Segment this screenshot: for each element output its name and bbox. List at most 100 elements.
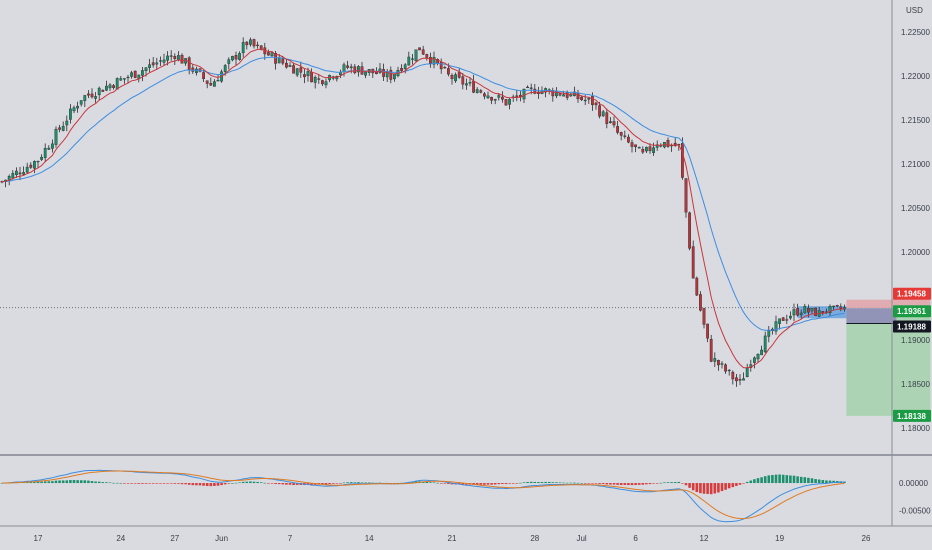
candle-body bbox=[594, 102, 598, 106]
macd-hist-bar bbox=[295, 483, 299, 485]
macd-hist-bar bbox=[220, 483, 223, 486]
candle-body bbox=[79, 100, 83, 105]
signal-line bbox=[2, 470, 845, 520]
price-label-entry bbox=[893, 305, 931, 318]
candle-body bbox=[47, 147, 51, 150]
macd-hist-bar bbox=[277, 483, 281, 485]
macd-hist-bar bbox=[475, 483, 479, 485]
macd-hist-bar bbox=[785, 475, 789, 484]
candle-body bbox=[212, 81, 216, 87]
candle-body bbox=[839, 306, 843, 309]
macd-hist-bar bbox=[274, 483, 277, 485]
candle-body bbox=[364, 71, 367, 76]
candle-body bbox=[285, 62, 288, 68]
candle-body bbox=[727, 369, 731, 372]
macd-hist-bar bbox=[511, 483, 515, 484]
candle-body bbox=[713, 358, 717, 362]
macd-hist-bar bbox=[238, 482, 241, 484]
x-tick-label: 28 bbox=[530, 534, 539, 543]
candle-body bbox=[731, 371, 735, 380]
macd-hist-bar bbox=[490, 483, 493, 485]
macd-hist-bar bbox=[25, 482, 29, 484]
macd-hist-bar bbox=[612, 483, 616, 485]
y-tick-label: 1.20500 bbox=[901, 204, 930, 213]
macd-axis[interactable]: 0.00000 -0.00500 bbox=[899, 479, 931, 515]
macd-hist-bar bbox=[331, 483, 335, 484]
candle-body bbox=[627, 136, 630, 143]
candle-body bbox=[148, 64, 151, 68]
candle-body bbox=[187, 57, 191, 70]
macd-hist-bar bbox=[702, 483, 706, 494]
macd-hist-bar bbox=[33, 481, 36, 484]
candle-body bbox=[14, 170, 18, 175]
currency-label: USD bbox=[906, 6, 923, 15]
macd-hist-bar bbox=[749, 480, 753, 484]
y-tick-label: 1.21500 bbox=[901, 116, 930, 125]
candle-body bbox=[86, 93, 90, 96]
macd-hist-bar bbox=[231, 483, 234, 484]
macd-hist-bar bbox=[169, 483, 173, 484]
candle-body bbox=[781, 317, 785, 321]
macd-hist-bar bbox=[641, 483, 645, 485]
x-tick-label: 24 bbox=[116, 534, 125, 543]
macd-hist-bar bbox=[216, 483, 220, 486]
candle-body bbox=[65, 120, 69, 126]
macd-hist-bar bbox=[292, 483, 295, 486]
candle-body bbox=[605, 112, 609, 124]
macd-hist-bar bbox=[605, 483, 609, 485]
macd-hist-bar bbox=[241, 481, 245, 484]
candle-body bbox=[526, 86, 530, 89]
macd-hist-bar bbox=[51, 481, 54, 484]
macd-hist-bar bbox=[101, 482, 105, 484]
candle-body bbox=[515, 95, 519, 97]
x-tick-label: 19 bbox=[775, 534, 784, 543]
candle-body bbox=[717, 360, 720, 366]
candle-body bbox=[245, 41, 249, 46]
candle-body bbox=[306, 71, 310, 77]
macd-hist-bar bbox=[461, 483, 465, 485]
y-tick-label: 1.20000 bbox=[901, 248, 930, 257]
macd-hist-bar bbox=[706, 483, 709, 494]
candle-body bbox=[256, 44, 259, 46]
macd-hist-bar bbox=[601, 483, 605, 484]
macd-hist-bar bbox=[270, 483, 274, 484]
x-tick-label: 17 bbox=[34, 534, 43, 543]
macd-hist-bar bbox=[648, 483, 652, 485]
macd-hist-bar bbox=[245, 481, 249, 484]
macd-hist-bar bbox=[367, 482, 371, 484]
macd-hist-bar bbox=[195, 483, 198, 486]
candle-body bbox=[673, 142, 677, 147]
macd-hist-bar bbox=[537, 482, 540, 484]
macd-hist-bar bbox=[724, 483, 727, 490]
macd-hist-bar bbox=[609, 483, 612, 485]
candle-body bbox=[11, 173, 15, 179]
candle-body bbox=[821, 311, 825, 313]
candle-body bbox=[349, 66, 353, 69]
macd-pane[interactable] bbox=[0, 469, 846, 523]
candle-body bbox=[115, 78, 119, 90]
macd-hist-bar bbox=[594, 483, 598, 484]
macd-hist-bar bbox=[432, 482, 436, 484]
macd-hist-bar bbox=[562, 482, 565, 484]
macd-hist-bar bbox=[778, 474, 781, 484]
macd-hist-bar bbox=[540, 482, 544, 484]
candle-body bbox=[54, 128, 58, 145]
candle-body bbox=[835, 305, 839, 307]
stop-loss-zone bbox=[846, 299, 931, 309]
macd-hist-bar bbox=[666, 482, 670, 484]
macd-hist-bar bbox=[105, 482, 108, 484]
macd-hist-bar bbox=[587, 483, 591, 484]
candle-body bbox=[277, 57, 281, 64]
candle-body bbox=[598, 105, 602, 117]
macd-hist-bar bbox=[151, 483, 155, 484]
candle-body bbox=[645, 146, 648, 152]
candle-body bbox=[25, 166, 29, 173]
macd-hist-bar bbox=[713, 483, 717, 494]
candle-body bbox=[43, 148, 47, 158]
macd-hist-bar bbox=[425, 481, 429, 484]
macd-hist-bar bbox=[177, 483, 180, 484]
candle-body bbox=[83, 95, 87, 101]
macd-hist-bar bbox=[324, 483, 328, 485]
time-axis[interactable]: 17 24 27 Jun 7 14 21 28 Jul 6 12 19 26 bbox=[34, 534, 871, 543]
